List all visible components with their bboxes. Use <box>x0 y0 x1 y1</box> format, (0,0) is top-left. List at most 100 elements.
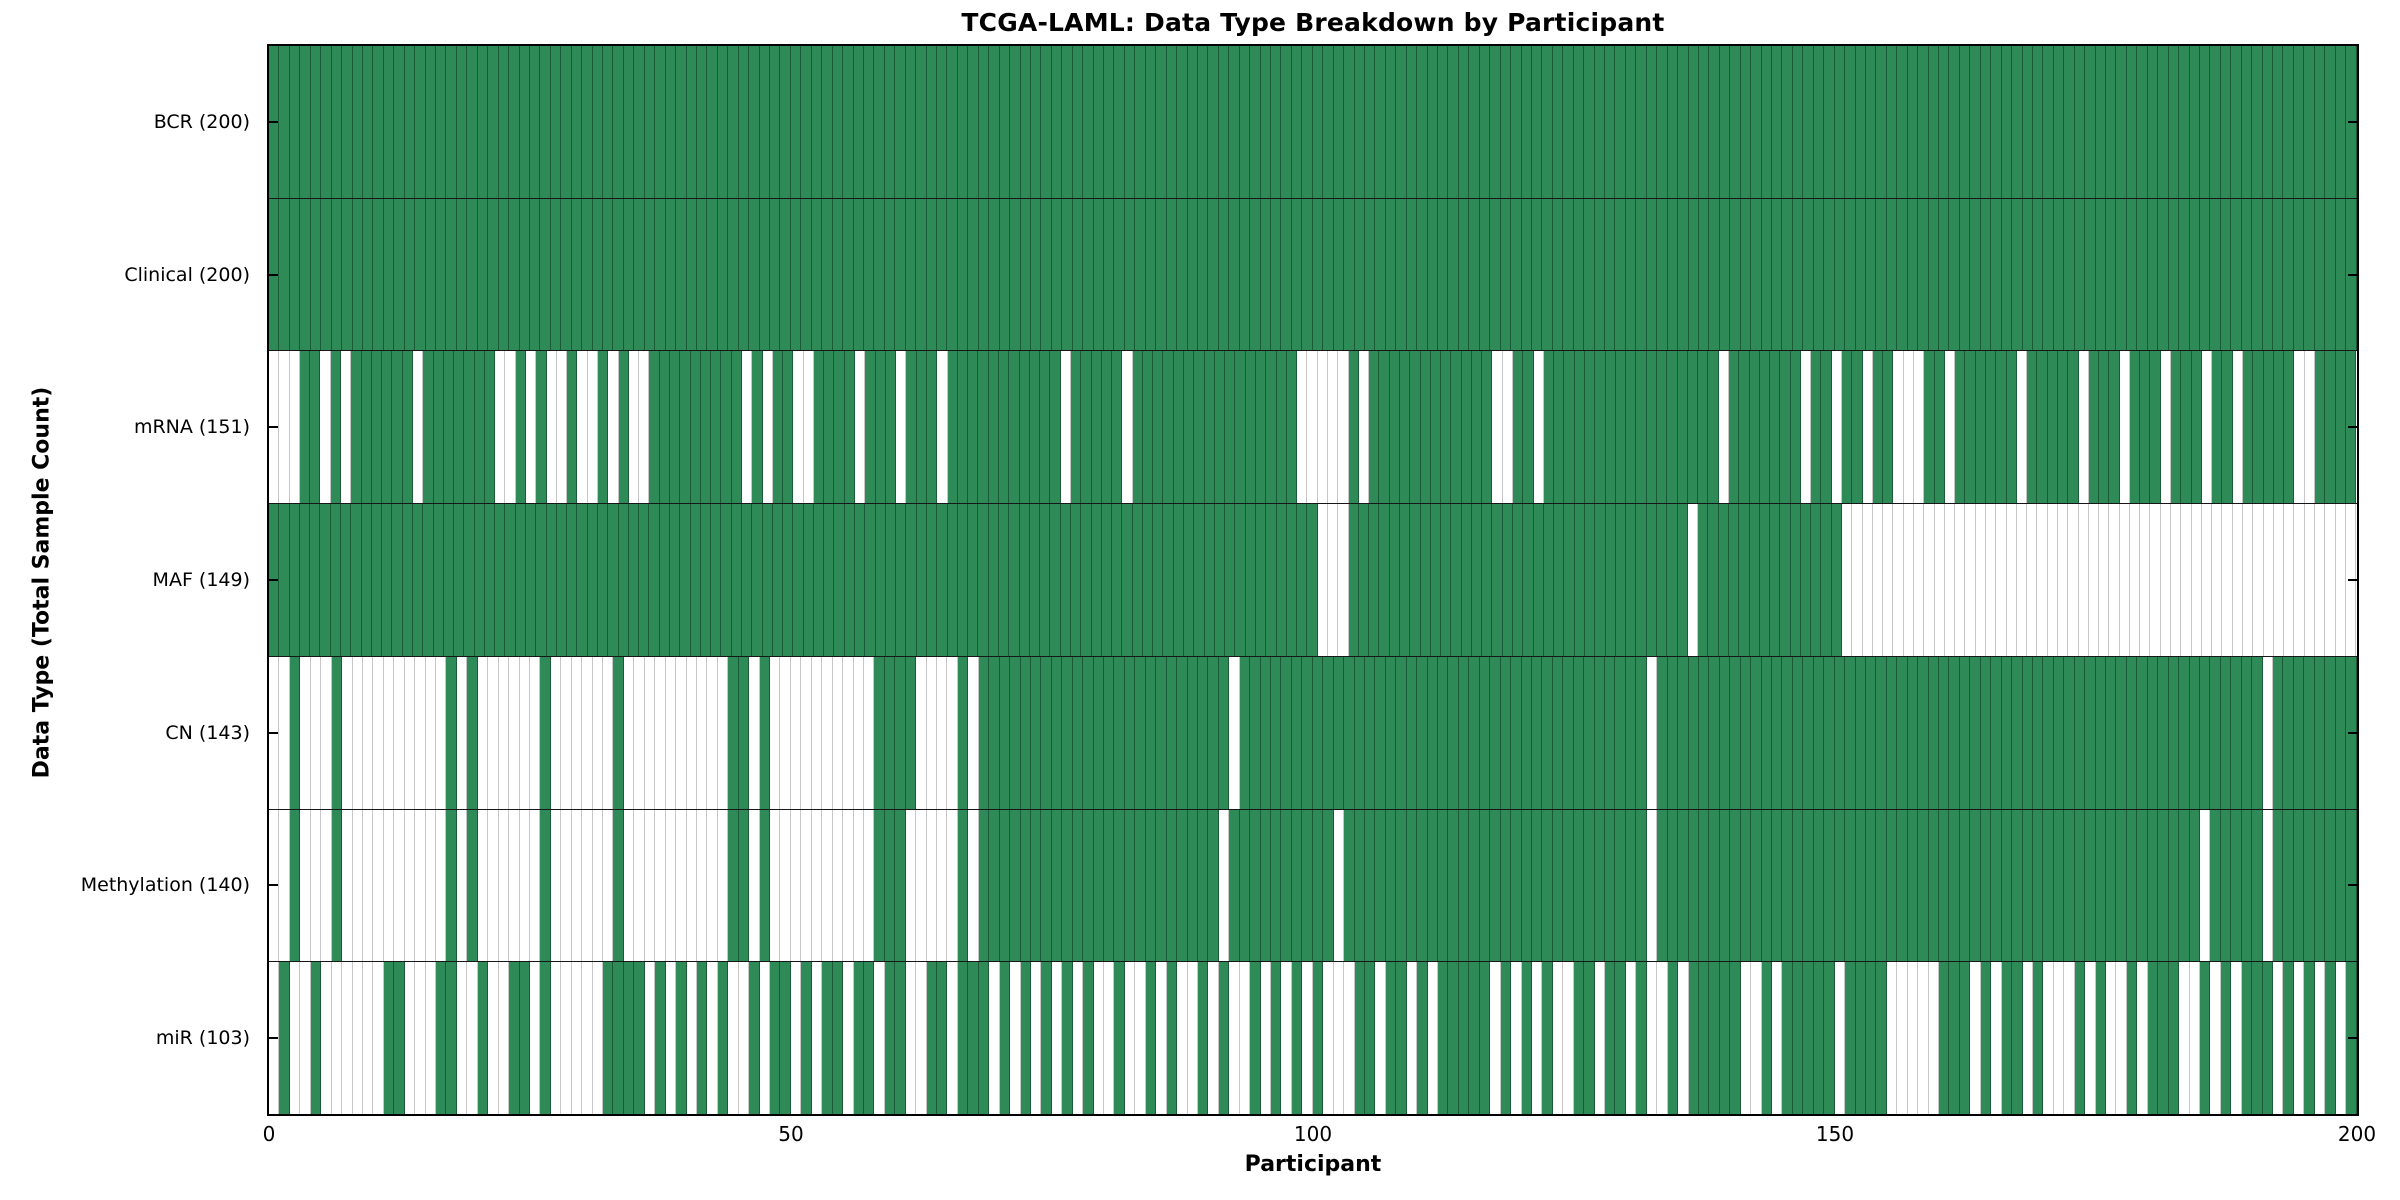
heatmap-cell <box>832 198 844 351</box>
heatmap-cell <box>2047 504 2058 656</box>
heatmap-cell <box>1502 504 1514 656</box>
heatmap-cell <box>1469 656 1480 809</box>
heatmap-cell <box>790 962 802 1115</box>
heatmap-cell <box>373 809 384 962</box>
heatmap-cell <box>2158 809 2169 962</box>
heatmap-cell <box>803 504 814 656</box>
heatmap-cell <box>1083 656 1094 809</box>
heatmap-cell <box>2191 504 2202 656</box>
heatmap-cell <box>1761 962 1772 1115</box>
heatmap-cell <box>780 46 791 198</box>
heatmap-cell <box>1214 351 1226 504</box>
heatmap-cell <box>2220 809 2232 962</box>
heatmap-cell <box>1197 809 1209 962</box>
heatmap-cell <box>1490 46 1501 198</box>
heatmap-cell <box>1897 46 1908 198</box>
heatmap-cell <box>1980 962 1992 1115</box>
heatmap-cell <box>2222 351 2233 504</box>
heatmap-cell <box>1928 46 1939 198</box>
heatmap-cell <box>1831 504 1843 656</box>
heatmap-cell <box>509 46 520 198</box>
heatmap-cell <box>937 198 948 351</box>
heatmap-cell <box>696 198 708 351</box>
heatmap-cell <box>1187 46 1198 198</box>
heatmap-cell <box>2016 504 2028 656</box>
heatmap-cell <box>505 351 516 504</box>
heatmap-cell <box>540 962 551 1115</box>
heatmap-cell <box>321 46 332 198</box>
heatmap-cell <box>1709 962 1720 1115</box>
heatmap-cell <box>1271 198 1282 351</box>
heatmap-cell <box>1135 656 1146 809</box>
heatmap-cell <box>926 656 937 809</box>
heatmap-cell <box>1354 46 1365 198</box>
x-tick-label: 50 <box>778 1122 804 1146</box>
heatmap-cell <box>1083 962 1094 1115</box>
heatmap-cell <box>999 198 1011 351</box>
heatmap-cell <box>1396 46 1407 198</box>
heatmap-cell <box>1574 351 1585 504</box>
heatmap-cell <box>2199 46 2211 198</box>
heatmap-cell <box>1521 46 1532 198</box>
heatmap-cell <box>2085 809 2096 962</box>
heatmap-cell <box>1991 198 2002 351</box>
heatmap-cell <box>1739 504 1750 656</box>
heatmap-cell <box>749 809 760 962</box>
heatmap-cell <box>2189 962 2200 1115</box>
heatmap-cell <box>916 962 927 1115</box>
heatmap-cell <box>1490 198 1501 351</box>
heatmap-cell <box>394 809 405 962</box>
heatmap-cell <box>1709 809 1720 962</box>
heatmap-cell <box>1657 656 1668 809</box>
heatmap-cell <box>1417 809 1428 962</box>
heatmap-cell <box>613 198 624 351</box>
heatmap-cell <box>1010 198 1021 351</box>
heatmap-cell <box>623 962 635 1115</box>
heatmap-cell <box>824 504 835 656</box>
x-tick-label: 150 <box>1815 1122 1855 1146</box>
heatmap-cell <box>989 962 1000 1115</box>
heatmap-row-miR <box>269 961 2357 1115</box>
heatmap-cell <box>1040 504 1051 656</box>
heatmap-cell <box>655 198 666 351</box>
heatmap-cell <box>1573 198 1585 351</box>
heatmap-cell <box>1229 46 1240 198</box>
heatmap-cell <box>2314 656 2326 809</box>
heatmap-cell <box>968 504 979 656</box>
heatmap-cell <box>978 656 990 809</box>
heatmap-cell <box>1511 809 1522 962</box>
heatmap-cell <box>382 351 393 504</box>
heatmap-cell <box>1740 46 1752 198</box>
heatmap-cell <box>772 504 784 656</box>
heatmap-cell <box>1122 504 1133 656</box>
heatmap-cell <box>1790 351 1801 504</box>
heatmap-cell <box>2095 46 2106 198</box>
heatmap-cell <box>1886 962 1898 1115</box>
heatmap-cell <box>1698 962 1710 1115</box>
heatmap-cell <box>717 46 729 198</box>
heatmap-cell <box>618 351 629 504</box>
heatmap-cell <box>1719 809 1731 962</box>
heatmap-cell <box>402 351 413 504</box>
heatmap-cell <box>1552 198 1564 351</box>
heatmap-cell <box>529 198 541 351</box>
heatmap-cell <box>1980 809 1992 962</box>
heatmap-cell <box>1184 351 1195 504</box>
heatmap-cell <box>1584 198 1595 351</box>
heatmap-cell <box>1364 656 1376 809</box>
heatmap-cell <box>1709 656 1720 809</box>
heatmap-cell <box>2137 809 2148 962</box>
heatmap-cell <box>1636 198 1647 351</box>
heatmap-cell <box>1333 656 1345 809</box>
heatmap-cell <box>686 962 697 1115</box>
heatmap-cell <box>383 198 395 351</box>
heatmap-cell <box>2335 198 2347 351</box>
heatmap-cell <box>717 962 729 1115</box>
heatmap-cell <box>1286 351 1298 504</box>
heatmap-cell <box>634 656 645 809</box>
heatmap-cell <box>1291 962 1303 1115</box>
heatmap-cell <box>2210 198 2221 351</box>
heatmap-cell <box>1955 504 1966 656</box>
heatmap-cell <box>2116 962 2127 1115</box>
heatmap-cell <box>1865 809 1877 962</box>
